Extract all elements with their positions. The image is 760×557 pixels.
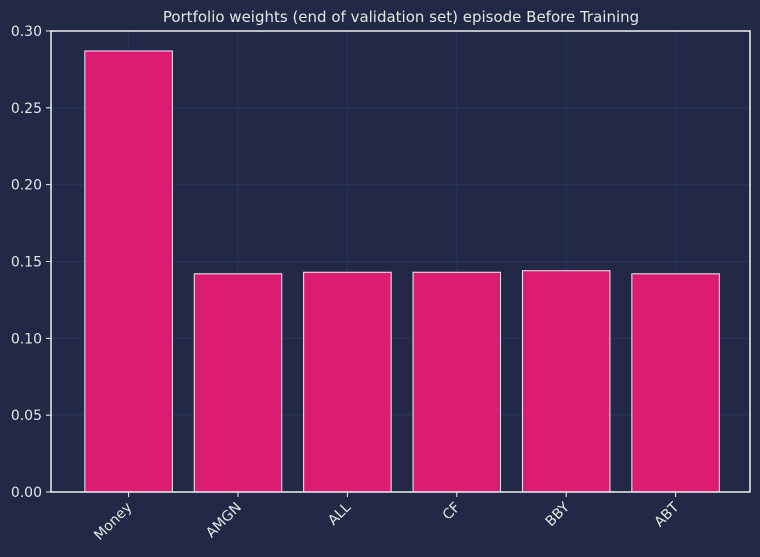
y-tick-label: 0.05	[11, 408, 42, 424]
y-tick-label: 0.00	[11, 485, 42, 501]
bars	[84, 50, 720, 493]
bar-amgn	[193, 273, 283, 493]
bar-all	[303, 271, 392, 493]
bar-money	[84, 50, 173, 493]
x-tick-label: ALL	[325, 499, 354, 528]
x-tick-label: ABT	[652, 499, 683, 530]
x-tick-label: CF	[440, 500, 464, 524]
y-tick-label: 0.15	[11, 255, 42, 271]
y-tick-label: 0.10	[11, 331, 42, 347]
bar-abt	[631, 273, 720, 493]
y-tick-label: 0.30	[11, 24, 42, 40]
x-axis-ticks: Money AMGN ALL CF BBY ABT	[91, 492, 683, 544]
x-tick-label: Money	[91, 500, 135, 544]
y-tick-label: 0.25	[11, 101, 42, 117]
x-tick-label: BBY	[543, 499, 574, 530]
y-tick-label: 0.20	[11, 178, 42, 194]
y-axis-ticks: 0.00 0.05 0.10 0.15 0.20 0.25 0.30	[11, 24, 51, 501]
x-tick-label: AMGN	[203, 500, 245, 542]
chart-title: Portfolio weights (end of validation set…	[163, 8, 639, 26]
bar-cf	[412, 271, 502, 493]
bar-bby	[521, 270, 611, 493]
